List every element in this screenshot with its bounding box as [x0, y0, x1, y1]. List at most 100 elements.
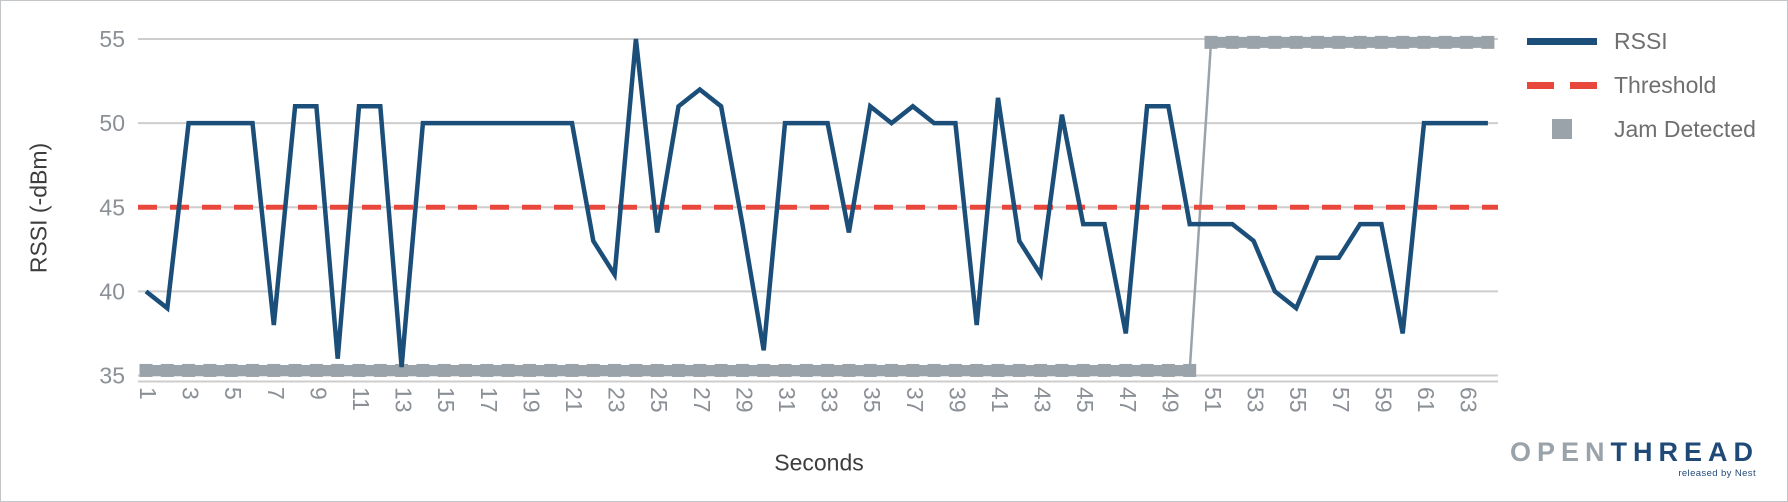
jam-marker — [395, 363, 409, 377]
jam-marker — [1247, 35, 1261, 49]
jam-marker — [373, 363, 387, 377]
jam-marker — [693, 363, 707, 377]
x-tick-label-33: 33 — [817, 387, 843, 413]
jam-marker — [650, 363, 664, 377]
jam-marker — [799, 363, 813, 377]
jam-marker — [1460, 35, 1474, 49]
jam-marker — [1481, 35, 1495, 49]
jam-marker — [203, 363, 217, 377]
jam-marker — [948, 363, 962, 377]
x-tick-label-19: 19 — [518, 387, 544, 413]
legend-item-rssi: RSSI — [1527, 26, 1756, 56]
jam-marker — [1204, 35, 1218, 49]
legend: RSSI Threshold Jam Detected — [1527, 26, 1756, 144]
x-tick-label-21: 21 — [561, 387, 587, 413]
x-tick-label-25: 25 — [646, 387, 672, 413]
jam-marker — [224, 363, 238, 377]
openthread-logo: OPENTHREAD released by Nest — [1509, 437, 1759, 480]
jam-marker — [288, 363, 302, 377]
y-axis-title: RSSI (-dBm) — [25, 142, 52, 274]
jam-marker — [714, 363, 728, 377]
jam-marker — [629, 363, 643, 377]
jam-marker — [437, 363, 451, 377]
jam-marker — [246, 363, 259, 377]
jam-marker — [544, 363, 558, 377]
jam-square-swatch — [1527, 119, 1597, 139]
legend-label-jam-detected: Jam Detected — [1614, 115, 1756, 142]
y-tick-label-35: 35 — [99, 363, 125, 389]
legend-label-rssi: RSSI — [1614, 27, 1668, 54]
jam-marker — [309, 363, 323, 377]
jam-marker — [1076, 363, 1090, 377]
x-tick-label-57: 57 — [1328, 387, 1354, 413]
x-tick-label-5: 5 — [220, 387, 246, 400]
jam-marker — [757, 363, 771, 377]
jam-marker — [863, 363, 877, 377]
jam-marker — [1374, 35, 1388, 49]
jam-marker — [1055, 363, 1069, 377]
jam-marker — [1353, 35, 1367, 49]
jam-marker — [906, 363, 920, 377]
x-tick-label-55: 55 — [1285, 387, 1311, 413]
y-tick-label-50: 50 — [99, 110, 125, 136]
jam-marker — [970, 363, 984, 377]
rssi-line — [144, 38, 1488, 368]
x-tick-label-43: 43 — [1030, 387, 1056, 413]
x-tick-label-27: 27 — [689, 387, 715, 413]
x-axis-title: Seconds — [774, 449, 864, 476]
x-tick-label-37: 37 — [902, 387, 928, 413]
x-tick-label-11: 11 — [348, 387, 374, 411]
rssi-line-swatch — [1527, 37, 1597, 45]
x-tick-label-59: 59 — [1370, 387, 1396, 413]
x-tick-label-47: 47 — [1115, 387, 1141, 413]
jam-marker — [1119, 363, 1133, 377]
x-tick-label-45: 45 — [1072, 387, 1098, 413]
x-tick-label-51: 51 — [1200, 387, 1226, 413]
x-tick-label-39: 39 — [944, 387, 970, 413]
x-tick-label-15: 15 — [433, 387, 459, 413]
jam-marker — [1034, 363, 1048, 377]
jam-marker — [267, 363, 281, 377]
jam-marker — [160, 363, 174, 377]
x-tick-label-7: 7 — [263, 387, 289, 400]
jam-marker — [1268, 35, 1282, 49]
x-tick-label-61: 61 — [1413, 387, 1439, 413]
jam-marker — [991, 363, 1005, 377]
jam-marker — [565, 363, 579, 377]
openthread-logo-text: OPENTHREAD — [1509, 437, 1759, 467]
jam-marker — [1396, 35, 1410, 49]
jam-marker — [608, 363, 622, 377]
jam-marker — [1417, 35, 1431, 49]
jam-marker — [1225, 35, 1239, 49]
x-tick-label-41: 41 — [987, 387, 1013, 413]
x-tick-label-35: 35 — [859, 387, 885, 413]
threshold-dash-swatch — [1527, 81, 1597, 89]
jam-marker — [331, 363, 345, 377]
legend-item-threshold: Threshold — [1527, 70, 1756, 100]
jam-marker — [1183, 363, 1197, 377]
y-tick-label-55: 55 — [99, 26, 125, 52]
y-tick-label-45: 45 — [99, 194, 125, 220]
jam-marker — [1438, 35, 1452, 49]
jam-marker — [842, 363, 856, 377]
jam-marker — [672, 363, 685, 377]
jam-marker — [416, 363, 430, 377]
jam-marker — [1332, 35, 1346, 49]
x-tick-label-31: 31 — [774, 387, 800, 413]
jam-marker — [885, 363, 898, 377]
jam-marker — [821, 363, 835, 377]
jam-marker — [501, 363, 515, 377]
jam-marker — [586, 363, 600, 377]
openthread-logo-tagline: released by Nest — [1678, 468, 1756, 479]
jam-marker — [1098, 363, 1111, 377]
jam-marker — [927, 363, 941, 377]
jam-marker — [1289, 35, 1303, 49]
x-tick-label-49: 49 — [1157, 387, 1183, 413]
jam-marker — [1012, 363, 1026, 377]
jam-marker — [1140, 363, 1154, 377]
jam-marker — [778, 363, 792, 377]
jam-marker — [522, 363, 536, 377]
y-tick-label-40: 40 — [99, 278, 125, 304]
